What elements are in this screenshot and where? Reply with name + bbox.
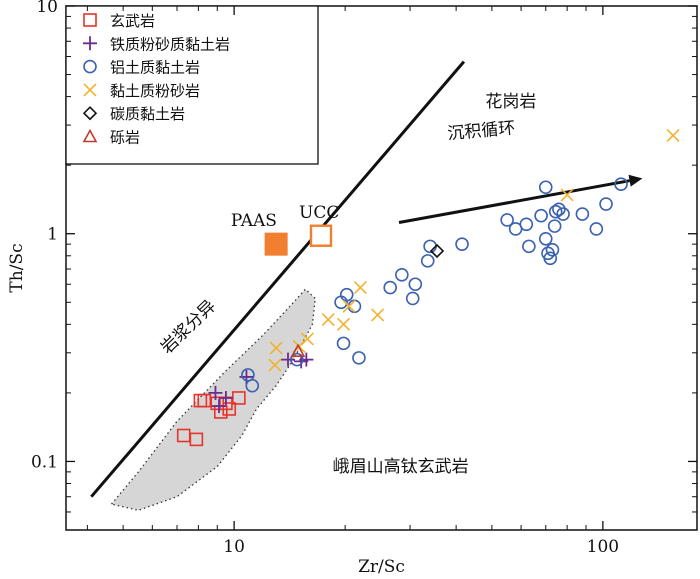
y-tick-label-1: 1 bbox=[47, 225, 58, 245]
point-2-26 bbox=[548, 204, 563, 219]
x-axis-label: Zr/Sc bbox=[358, 557, 405, 577]
point-2-28 bbox=[556, 207, 570, 221]
point-1-6 bbox=[299, 352, 314, 367]
point-2-27 bbox=[552, 202, 566, 217]
point-7-0 bbox=[309, 224, 333, 247]
annotation-1: 沉积循环 bbox=[447, 118, 516, 144]
point-2-21 bbox=[538, 231, 553, 246]
point-3-7 bbox=[353, 281, 367, 295]
arrow-shaft-0 bbox=[398, 179, 630, 224]
point-2-15 bbox=[500, 213, 514, 227]
point-2-14 bbox=[455, 237, 469, 251]
legend-label-0: 玄武岩 bbox=[110, 12, 155, 30]
point-1-2 bbox=[218, 390, 233, 405]
point-1-0 bbox=[208, 385, 223, 400]
y-tick-label-2: 10 bbox=[36, 0, 58, 17]
point-2-19 bbox=[534, 208, 548, 223]
point-0-8 bbox=[189, 432, 204, 447]
point-3-5 bbox=[336, 317, 351, 331]
point-2-11 bbox=[408, 277, 423, 292]
point-2-17 bbox=[519, 217, 534, 232]
legend-marker-3 bbox=[83, 83, 97, 97]
y-tick-label-0: 0.1 bbox=[31, 452, 58, 472]
legend-box bbox=[65, 5, 319, 165]
legend-marker-0 bbox=[83, 13, 97, 27]
y-axis-label: Th/Sc bbox=[7, 243, 27, 292]
point-2-13 bbox=[423, 239, 437, 254]
point-2-25 bbox=[547, 219, 562, 233]
point-2-32 bbox=[614, 177, 628, 191]
point-6-0 bbox=[264, 232, 288, 256]
point-2-10 bbox=[405, 291, 420, 306]
trend-line-0 bbox=[90, 60, 466, 498]
annotation-5: UCC bbox=[299, 203, 339, 223]
point-0-5 bbox=[222, 402, 237, 416]
point-2-4 bbox=[339, 287, 354, 302]
point-3-6 bbox=[342, 299, 356, 313]
point-2-6 bbox=[336, 336, 351, 351]
point-0-1 bbox=[197, 393, 212, 408]
point-3-0 bbox=[269, 341, 283, 355]
arrow-head-0 bbox=[628, 174, 643, 187]
annotation-2: 岩浆分异 bbox=[157, 296, 220, 358]
point-2-23 bbox=[543, 251, 558, 266]
point-3-8 bbox=[371, 308, 385, 322]
legend-marker-5 bbox=[82, 128, 98, 143]
point-2-29 bbox=[575, 207, 590, 221]
plot-frame bbox=[65, 5, 698, 531]
field-0 bbox=[110, 288, 316, 511]
annotation-0: 花岗岩 bbox=[485, 92, 536, 112]
x-tick-label-0: 10 bbox=[223, 537, 245, 557]
point-3-9 bbox=[560, 188, 574, 202]
legend-label-5: 砾岩 bbox=[110, 129, 140, 147]
legend-marker-2 bbox=[83, 59, 97, 74]
legend-marker-4 bbox=[82, 106, 98, 121]
legend-label-1: 铁质粉砂质黏土岩 bbox=[110, 35, 230, 53]
point-3-3 bbox=[300, 332, 314, 346]
annotation-4: PAAS bbox=[231, 211, 277, 231]
point-3-4 bbox=[321, 312, 335, 327]
point-2-30 bbox=[589, 222, 604, 236]
point-2-18 bbox=[522, 239, 536, 254]
point-2-8 bbox=[383, 280, 397, 295]
point-2-9 bbox=[395, 268, 409, 282]
point-1-1 bbox=[212, 399, 227, 414]
point-2-5 bbox=[347, 299, 362, 314]
legend-label-2: 铝土质黏土岩 bbox=[110, 59, 200, 77]
annotation-3: 峨眉山高钛玄武岩 bbox=[333, 457, 469, 477]
axes: 10 100 0.1 1 10 Zr/Sc Th/Sc bbox=[7, 0, 697, 577]
point-2-1 bbox=[245, 378, 260, 393]
legend-label-3: 黏土质粉砂岩 bbox=[110, 82, 200, 100]
point-2-2 bbox=[290, 352, 304, 367]
point-3-10 bbox=[666, 128, 680, 143]
point-5-0 bbox=[290, 343, 306, 357]
point-2-31 bbox=[599, 197, 613, 211]
x-tick-label-1: 100 bbox=[587, 537, 619, 557]
point-1-4 bbox=[281, 352, 296, 367]
point-2-12 bbox=[420, 254, 435, 268]
legend-label-4: 碳质黏土岩 bbox=[110, 105, 185, 123]
point-2-20 bbox=[538, 180, 553, 195]
point-3-1 bbox=[268, 358, 282, 372]
point-2-24 bbox=[545, 242, 560, 257]
legend-marker-1 bbox=[83, 36, 97, 51]
point-2-7 bbox=[352, 351, 366, 365]
point-4-0 bbox=[429, 243, 445, 259]
